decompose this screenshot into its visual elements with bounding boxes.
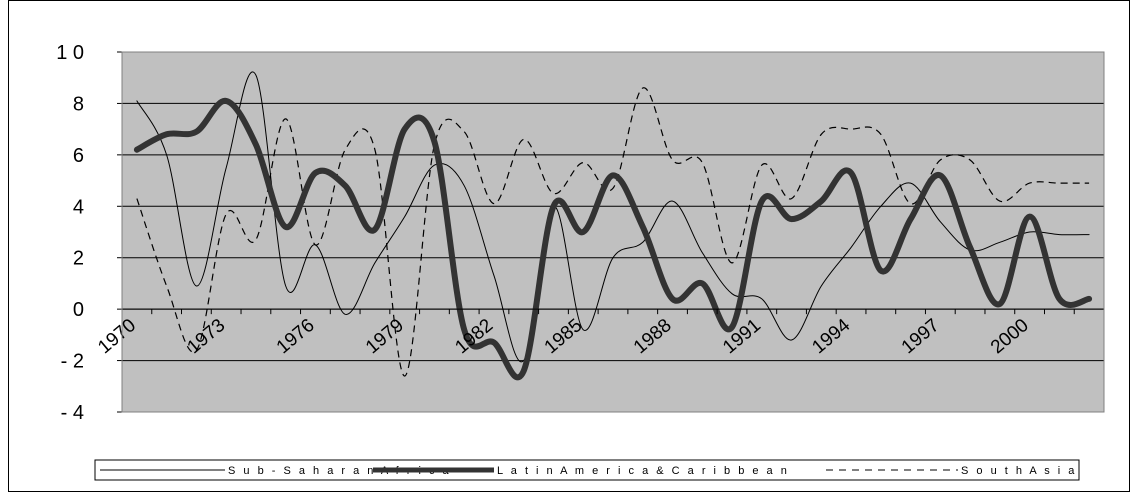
y-tick-label: - 2 [61,351,84,373]
plot-border [121,51,1105,413]
legend-label-south-asia: S o u t h A s i a [961,465,1077,477]
series-line-latin-america-caribbean [133,97,1093,381]
y-tick-label: 8 [73,93,84,115]
legend-box [94,459,1080,481]
legend: S u b - S a h a r a n A f r i c a L a t … [94,459,1080,481]
series-lines [133,71,1093,381]
legend-label-latin-america-caribbean: L a t i n A m e r i c a & C a r i b b e … [497,465,789,477]
series-line-sub-saharan-africa [136,71,1090,363]
y-tick-label: 2 [73,248,84,270]
plot-area [122,52,1104,412]
y-tick-label: 6 [73,145,84,167]
series-line-south-asia [136,87,1090,377]
y-tick-label: - 4 [61,402,84,424]
y-tick-label: 4 [73,196,84,218]
y-tick-label: 1 0 [56,42,84,64]
y-tick-label: 0 [73,299,84,321]
y-axis-ticks: 1 0 8 6 4 2 0 - 2 - 4 [56,42,123,424]
